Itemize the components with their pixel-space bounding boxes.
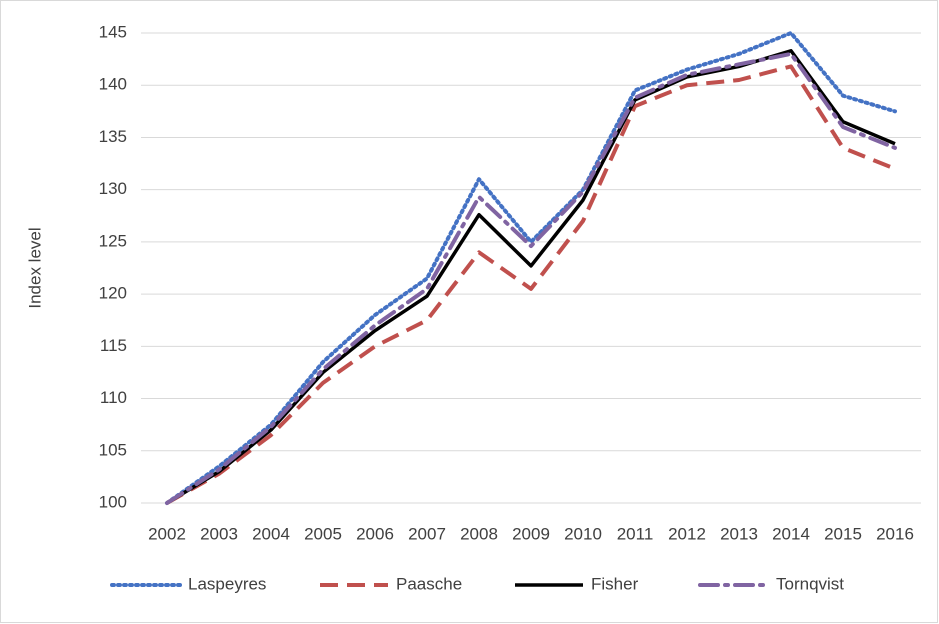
x-tick-label: 2014 [772, 524, 810, 543]
x-tick-label: 2005 [304, 524, 342, 543]
y-tick-label: 120 [99, 284, 127, 303]
legend-label: Tornqvist [776, 574, 844, 593]
series-line [166, 64, 896, 505]
x-tick-label: 2003 [200, 524, 238, 543]
x-tick-label: 2009 [512, 524, 550, 543]
x-tick-label: 2006 [356, 524, 394, 543]
y-tick-label: 145 [99, 22, 127, 41]
y-tick-label: 100 [99, 492, 127, 511]
legend-label: Paasche [396, 574, 462, 593]
y-tick-label: 115 [100, 336, 127, 355]
x-tick-label: 2011 [617, 524, 654, 543]
y-axis-label: Index level [25, 227, 44, 308]
x-tick-label: 2015 [824, 524, 862, 543]
x-tick-label: 2012 [668, 524, 706, 543]
legend-label: Laspeyres [188, 574, 266, 593]
x-tick-label: 2007 [408, 524, 446, 543]
y-tick-label: 140 [99, 75, 127, 94]
x-tick-label: 2002 [148, 524, 186, 543]
legend-label: Fisher [591, 574, 639, 593]
y-tick-label: 105 [99, 440, 127, 459]
series-line [165, 51, 897, 505]
x-tick-label: 2016 [876, 524, 914, 543]
x-tick-label: 2008 [460, 524, 498, 543]
y-tick-label: 130 [99, 179, 127, 198]
y-tick-label: 135 [99, 127, 127, 146]
series-line [165, 31, 897, 505]
x-tick-label: 2010 [564, 524, 602, 543]
y-tick-label: 125 [99, 231, 127, 250]
x-tick-label: 2013 [720, 524, 758, 543]
x-tick-label: 2004 [252, 524, 290, 543]
y-tick-label: 110 [100, 388, 127, 407]
